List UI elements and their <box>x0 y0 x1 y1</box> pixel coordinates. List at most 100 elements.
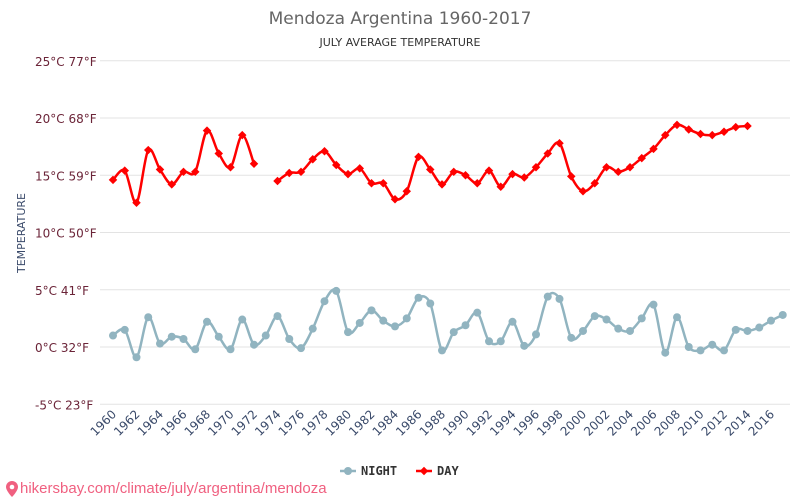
data-point <box>414 152 423 162</box>
data-point <box>555 294 564 303</box>
location-pin-icon <box>6 480 18 497</box>
data-point <box>708 340 717 349</box>
data-point <box>249 159 259 169</box>
x-tick-label: 1994 <box>487 407 518 438</box>
x-tick-label: 1964 <box>135 407 166 438</box>
data-point <box>602 315 611 324</box>
x-tick-label: 1970 <box>205 407 236 438</box>
x-tick-label: 1972 <box>229 407 260 438</box>
x-tick-label: 2010 <box>675 407 706 438</box>
x-tick-label: 2002 <box>581 407 612 438</box>
data-point <box>579 326 587 335</box>
data-point <box>355 318 364 327</box>
data-point <box>167 180 176 189</box>
x-tick-label: 1984 <box>370 407 401 438</box>
data-point <box>238 130 247 140</box>
data-point <box>437 180 447 189</box>
data-point <box>214 149 223 158</box>
data-point <box>155 165 165 174</box>
legend-night[interactable]: NIGHT <box>340 464 397 478</box>
data-point <box>108 175 118 185</box>
data-point <box>273 312 282 321</box>
data-point <box>485 337 493 346</box>
data-point <box>684 343 693 351</box>
data-point <box>355 164 364 173</box>
chart-title: Mendoza Argentina 1960-2017 <box>269 9 532 29</box>
data-point <box>626 326 634 335</box>
x-tick-label: 2000 <box>558 407 589 438</box>
x-tick-label: 1962 <box>111 407 142 438</box>
data-point <box>402 314 411 323</box>
data-point <box>332 160 341 170</box>
legend-day-marker <box>419 466 429 476</box>
data-point <box>226 162 235 172</box>
legend-day[interactable]: DAY <box>416 464 459 478</box>
footer-link[interactable]: hikersbay.com/climate/july/argentina/men… <box>6 480 327 497</box>
data-point <box>461 171 470 180</box>
data-point <box>473 308 482 317</box>
data-point <box>508 317 517 326</box>
data-point <box>203 317 211 326</box>
data-point <box>567 172 576 181</box>
data-point <box>661 348 670 357</box>
data-point <box>320 146 329 156</box>
data-point <box>767 316 775 325</box>
data-point <box>132 353 141 362</box>
data-point <box>120 325 129 334</box>
y-tick-label: 25°C 77°F <box>35 55 97 69</box>
data-point <box>696 129 705 139</box>
data-point <box>449 167 458 177</box>
data-point <box>743 121 752 131</box>
legend-night-marker <box>344 467 352 475</box>
data-point <box>731 325 740 334</box>
data-point <box>214 332 223 341</box>
x-tick-label: 1980 <box>323 407 354 438</box>
data-point <box>719 127 729 136</box>
data-point <box>285 334 294 343</box>
series-night <box>109 286 787 362</box>
data-point <box>708 130 717 140</box>
data-point <box>449 328 458 337</box>
series-line <box>112 288 784 359</box>
data-point <box>308 154 317 164</box>
data-point <box>391 322 399 331</box>
data-point <box>720 346 728 355</box>
y-tick-label: 10°C 50°F <box>35 227 97 241</box>
series-line <box>276 123 748 201</box>
x-tick-label: 2014 <box>722 407 753 438</box>
data-point <box>144 313 153 322</box>
data-point <box>367 306 376 315</box>
data-point <box>461 321 470 330</box>
data-point <box>590 312 599 321</box>
data-point <box>390 195 400 204</box>
x-tick-label: 1988 <box>417 407 448 438</box>
data-point <box>426 165 435 174</box>
data-point <box>696 346 705 355</box>
data-point <box>367 179 376 188</box>
x-tick-label: 2016 <box>746 407 777 438</box>
data-point <box>273 176 282 186</box>
y-tick-label: 20°C 68°F <box>35 112 97 126</box>
data-point <box>520 341 529 350</box>
x-tick-label: 1966 <box>158 407 189 438</box>
x-tick-label: 1990 <box>440 407 471 438</box>
data-point <box>144 145 153 155</box>
x-tick-label: 1976 <box>276 407 307 438</box>
x-tick-label: 1968 <box>182 407 213 438</box>
data-point <box>614 324 623 333</box>
data-point <box>532 330 540 339</box>
y-tick-label: 15°C 59°F <box>35 169 97 183</box>
data-point <box>250 340 258 349</box>
x-tick-label: 2004 <box>605 407 636 438</box>
footer-link-text[interactable]: hikersbay.com/climate/july/argentina/men… <box>20 480 327 497</box>
data-point <box>496 337 505 346</box>
data-point <box>132 198 141 207</box>
legend-night-label: NIGHT <box>361 464 397 478</box>
x-tick-label: 1978 <box>299 407 330 438</box>
x-tick-label: 2008 <box>652 407 683 438</box>
data-point <box>202 126 212 135</box>
data-point <box>567 333 576 342</box>
x-tick-label: 1996 <box>511 407 542 438</box>
data-point <box>191 167 200 177</box>
